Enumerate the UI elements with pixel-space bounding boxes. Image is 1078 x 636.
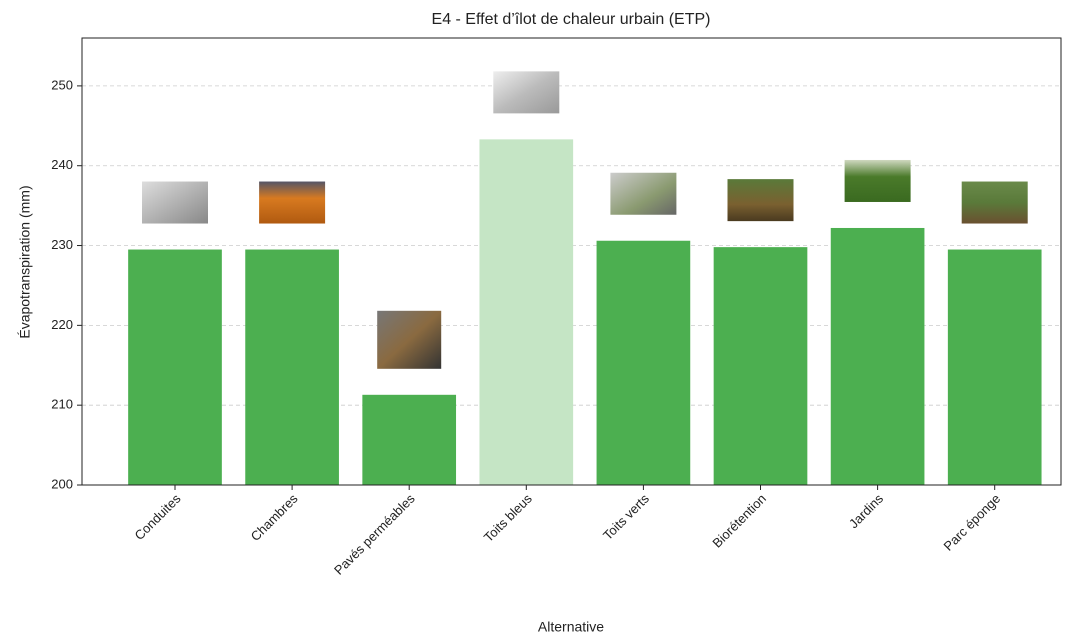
y-tick-label: 220 xyxy=(51,317,73,332)
alternative-image xyxy=(610,172,677,215)
x-tick-label: Chambres xyxy=(248,491,301,544)
y-tick-label: 240 xyxy=(51,157,73,172)
x-tick-label: Toits bleus xyxy=(481,491,535,545)
x-tick-label: Toits verts xyxy=(600,491,652,543)
alternative-image xyxy=(493,71,560,114)
bar xyxy=(596,240,691,485)
alternative-image xyxy=(844,159,911,202)
y-tick-label: 200 xyxy=(51,476,73,491)
x-tick-label: Pavés perméables xyxy=(331,491,418,578)
plot-frame xyxy=(81,37,1062,486)
bar xyxy=(830,227,925,485)
x-tick-label: Jardins xyxy=(846,491,887,532)
alternative-image xyxy=(259,181,326,224)
bar xyxy=(947,249,1042,485)
alternative-image xyxy=(142,181,208,224)
y-tick-label: 250 xyxy=(51,77,73,92)
alternative-image xyxy=(961,181,1028,224)
bar xyxy=(713,247,808,485)
y-axis-label: Évapotranspiration (mm) xyxy=(17,185,33,338)
x-tick-label: Parc éponge xyxy=(941,491,1004,554)
x-tick-label: Biorétention xyxy=(709,491,769,551)
bar xyxy=(245,249,339,485)
y-tick-label: 210 xyxy=(51,397,73,412)
alternative-image xyxy=(727,179,794,222)
bar xyxy=(479,139,574,485)
alternative-image xyxy=(377,310,442,369)
bar xyxy=(362,394,457,485)
plot-area: 200 210 220 230 240 250 Conduites Chambres Pavés… xyxy=(51,71,1061,578)
x-axis-label: Alternative xyxy=(538,619,604,635)
x-tick-label: Conduites xyxy=(132,491,184,543)
bar xyxy=(128,249,222,485)
chart-title: E4 - Effet d’îlot de chaleur urbain (ETP… xyxy=(432,11,711,28)
y-tick-label: 230 xyxy=(51,237,73,252)
